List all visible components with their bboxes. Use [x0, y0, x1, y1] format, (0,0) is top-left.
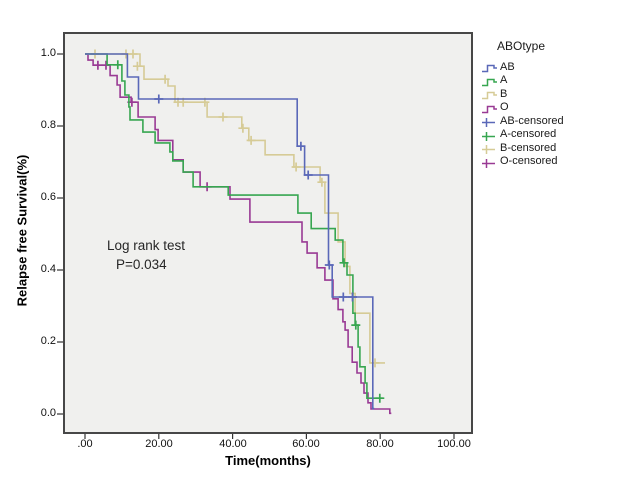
x-tick-label: 40.00: [219, 438, 247, 450]
step-line-icon: [482, 102, 498, 113]
censor-plus-icon: [482, 142, 498, 155]
y-tick-label: 0.0: [40, 407, 56, 419]
y-tick-label: 0.2: [40, 335, 56, 347]
x-tick-label: 80.00: [366, 438, 394, 450]
legend-label: AB-censored: [500, 114, 564, 127]
legend-item-o-censored: O-censored: [482, 155, 624, 169]
legend-item-b-censored: B-censored: [482, 141, 624, 155]
legend-item-o: O: [482, 101, 624, 115]
censor-plus-icon: [482, 129, 498, 141]
legend-item-ab: AB: [482, 60, 624, 74]
legend-item-b: B: [482, 87, 624, 101]
y-tick-label: 0.4: [40, 263, 56, 275]
legend-label: O: [500, 101, 509, 114]
legend: ABOtype AB A B O AB-censored A-censored …: [482, 39, 624, 168]
step-line-icon: [482, 61, 498, 73]
step-line-icon: [482, 88, 498, 100]
y-tick-label: 0.6: [40, 191, 56, 203]
y-tick-label: 1.0: [40, 47, 56, 59]
p-value-annotation: P=0.034: [116, 257, 167, 272]
censor-plus-icon: [482, 115, 498, 128]
legend-label: O-censored: [500, 155, 558, 168]
legend-item-ab-censored: AB-censored: [482, 114, 624, 128]
x-tick-label: .00: [77, 438, 93, 450]
legend-title: ABOtype: [497, 39, 546, 53]
x-tick-label: 60.00: [292, 438, 320, 450]
y-tick-label: 0.8: [40, 119, 56, 131]
legend-label: B-censored: [500, 141, 557, 154]
x-axis-title: Time(months): [225, 453, 311, 468]
y-axis-title: Relapse free Survival(%): [14, 154, 30, 307]
legend-label: AB: [500, 60, 515, 73]
legend-item-a-censored: A-censored: [482, 128, 624, 142]
step-line-icon: [482, 75, 498, 86]
legend-label: A-censored: [500, 128, 557, 141]
x-tick-label: 100.00: [437, 438, 471, 450]
legend-label: A: [500, 74, 508, 87]
legend-item-a: A: [482, 74, 624, 88]
censor-plus-icon: [482, 156, 498, 168]
x-tick-label: 20.00: [145, 438, 173, 450]
log-rank-annotation: Log rank test: [107, 238, 186, 253]
legend-label: B: [500, 87, 508, 100]
